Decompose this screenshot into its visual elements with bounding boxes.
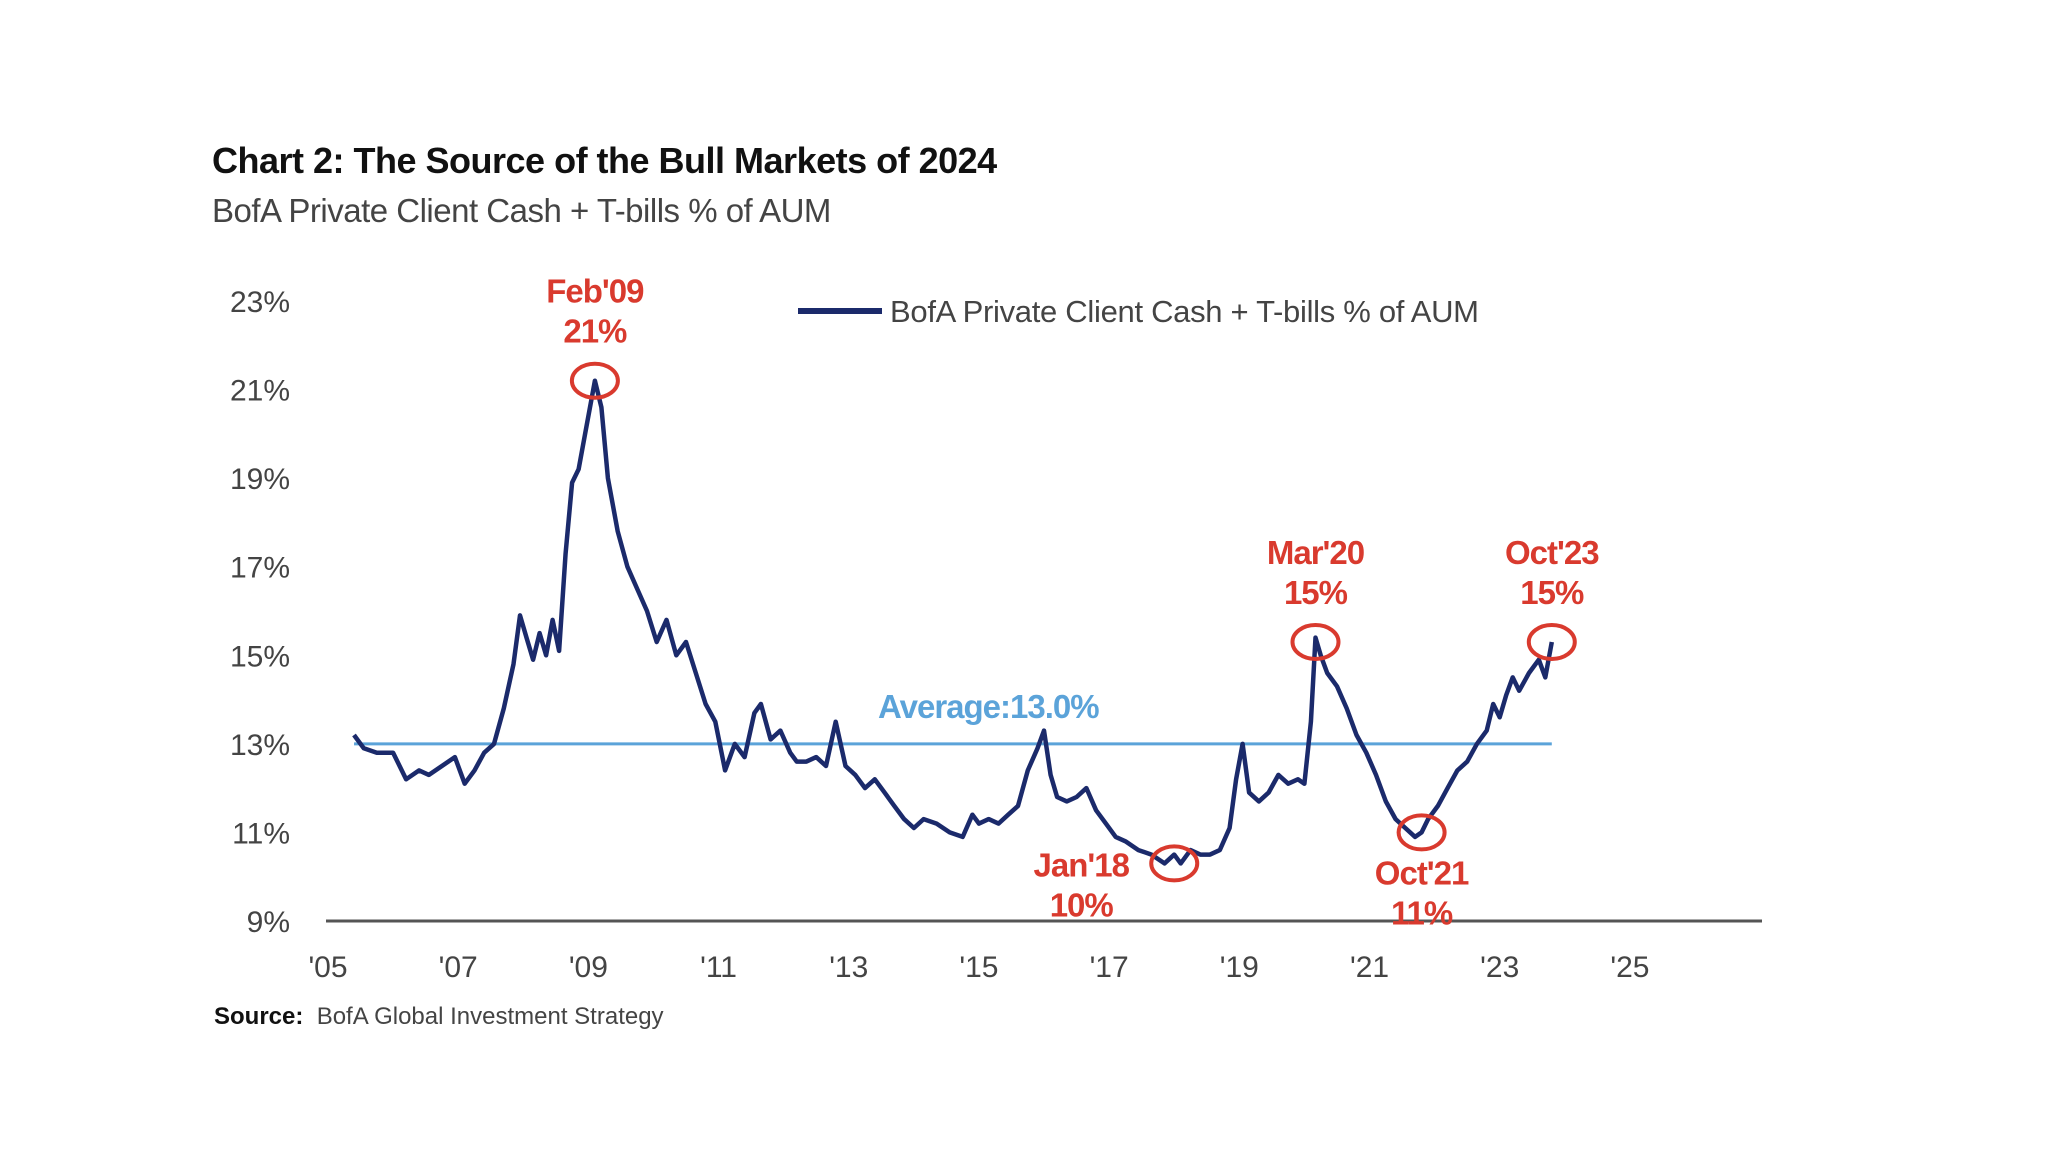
- series-line: [352, 378, 1555, 866]
- annotation-date: Feb'09: [546, 273, 644, 310]
- x-tick-label: '11: [700, 951, 737, 984]
- annotations: Feb'0921%Jan'1810%Mar'2015%Oct'2111%Oct'…: [546, 273, 1600, 932]
- legend: BofA Private Client Cash + T-bills % of …: [798, 294, 1479, 329]
- x-tick-label: '13: [829, 951, 868, 984]
- y-axis-ticks: 9% 11% 13% 15% 17% 19% 21% 23%: [230, 286, 290, 939]
- annotation-circle: [1149, 844, 1200, 883]
- legend-label: BofA Private Client Cash + T-bills % of …: [890, 294, 1479, 329]
- y-tick-label: 17%: [230, 552, 290, 585]
- y-tick-label: 15%: [230, 640, 290, 673]
- annotation-circle: [569, 361, 620, 400]
- source-text: BofA Global Investment Strategy: [316, 1003, 664, 1030]
- annotation-value: 11%: [1391, 894, 1453, 931]
- y-tick-label: 9%: [247, 906, 290, 939]
- x-axis-ticks: '05 '07 '09 '11 '13 '15 '17 '19 '21 '23 '25: [308, 951, 1649, 984]
- annotation-date: Mar'20: [1267, 534, 1364, 571]
- x-tick-label: '21: [1350, 951, 1389, 984]
- y-tick-label: 19%: [230, 463, 290, 496]
- source-label: Source:: [214, 1003, 304, 1030]
- y-tick-label: 23%: [230, 286, 290, 319]
- annotation-circle: [1526, 623, 1577, 661]
- y-tick-label: 11%: [232, 817, 290, 850]
- x-tick-label: '09: [569, 951, 608, 984]
- x-tick-label: '19: [1220, 951, 1259, 984]
- x-tick-label: '23: [1480, 951, 1519, 984]
- x-tick-label: '25: [1610, 951, 1649, 984]
- annotation-circle: [1290, 623, 1341, 661]
- y-tick-label: 21%: [230, 375, 290, 408]
- chart-title: Chart 2: The Source of the Bull Markets …: [212, 140, 997, 181]
- annotation-value: 21%: [563, 313, 627, 350]
- average-label: Average:13.0%: [878, 688, 1099, 725]
- y-tick-label: 13%: [230, 729, 290, 762]
- source-note: Source: BofA Global Investment Strategy: [214, 1003, 664, 1031]
- annotation-value: 15%: [1284, 574, 1348, 611]
- annotation-value: 10%: [1050, 886, 1114, 923]
- x-tick-label: '15: [959, 951, 998, 984]
- annotation-date: Oct'21: [1375, 854, 1469, 891]
- annotation-date: Oct'23: [1505, 534, 1599, 571]
- x-tick-label: '05: [308, 951, 347, 984]
- chart-subtitle: BofA Private Client Cash + T-bills % of …: [212, 192, 831, 229]
- x-tick-label: '17: [1090, 951, 1129, 984]
- annotation-date: Jan'18: [1034, 846, 1130, 883]
- x-tick-label: '07: [439, 951, 478, 984]
- annotation-value: 15%: [1520, 574, 1584, 611]
- annotation-circle: [1396, 813, 1447, 852]
